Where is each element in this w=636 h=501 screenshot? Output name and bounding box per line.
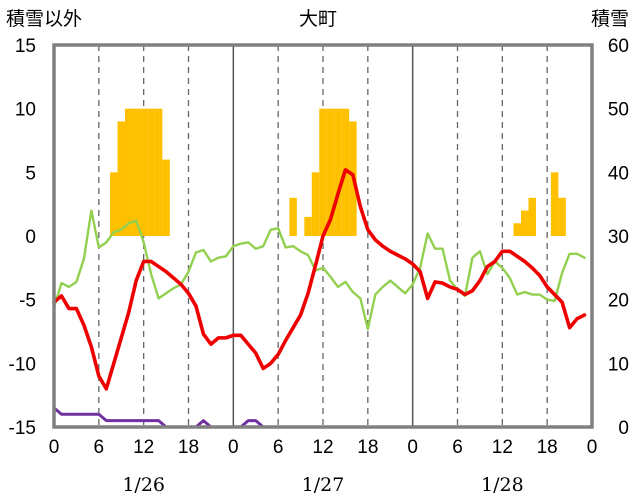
x-tick-label: 6 — [273, 437, 284, 458]
precip-bar — [139, 108, 148, 236]
right-tick-label: 50 — [608, 100, 629, 121]
precip-bar — [326, 108, 335, 236]
date-label: 1/26 — [122, 474, 165, 496]
precip-bar — [147, 108, 155, 236]
left-tick-label: -10 — [9, 354, 36, 375]
precip-bar — [550, 172, 559, 236]
left-axis-label: 積雪以外 — [6, 8, 82, 30]
precip-bar — [110, 172, 118, 236]
right-tick-label: 40 — [608, 163, 629, 184]
x-tick-label: 6 — [452, 437, 463, 458]
precip-bar — [304, 216, 312, 236]
right-tick-label: 30 — [608, 227, 629, 248]
right-tick-label: 60 — [608, 36, 629, 57]
x-tick-label: 6 — [94, 437, 105, 458]
precip-bar — [154, 108, 163, 236]
precip-bar — [162, 159, 170, 236]
precip-bar — [513, 223, 522, 236]
precip-bar — [289, 197, 297, 236]
x-tick-label: 0 — [49, 437, 60, 458]
x-tick-label: 18 — [537, 437, 558, 458]
date-label: 1/27 — [302, 474, 345, 496]
date-labels: 1/26 1/27 1/28 — [122, 474, 523, 496]
precip-bar — [311, 172, 320, 236]
left-tick-label: 5 — [25, 163, 36, 184]
right-tick-label: 0 — [618, 418, 629, 439]
right-axis-label: 積雪 — [591, 8, 629, 30]
left-axis-ticks: 15 10 5 0 -5 -10 -15 — [9, 36, 36, 439]
plot-frame — [52, 43, 594, 429]
precip-bar — [117, 121, 125, 236]
left-tick-label: 15 — [15, 36, 36, 57]
x-tick-label: 0 — [228, 437, 239, 458]
precip-bar — [319, 108, 327, 236]
precip-bar — [124, 108, 133, 236]
right-axis-ticks: 60 50 40 30 20 10 0 — [608, 36, 629, 439]
left-tick-label: -5 — [19, 291, 36, 312]
precipitation-bars — [110, 108, 566, 236]
precip-bar — [334, 108, 342, 236]
chart-title: 大町 — [299, 8, 337, 30]
left-tick-label: 0 — [25, 227, 36, 248]
x-tick-label: 0 — [587, 437, 598, 458]
x-tick-label: 18 — [178, 437, 199, 458]
date-label: 1/28 — [481, 474, 524, 496]
right-tick-label: 10 — [608, 354, 629, 375]
x-tick-label: 12 — [133, 437, 154, 458]
x-axis-ticks: 0 6 12 18 0 6 12 18 0 6 12 18 0 — [49, 437, 598, 458]
precip-bar — [528, 197, 536, 236]
right-tick-label: 20 — [608, 291, 629, 312]
snow-depth-line — [52, 406, 587, 429]
temperature-line — [52, 167, 587, 391]
x-tick-label: 18 — [357, 437, 378, 458]
x-tick-label: 12 — [492, 437, 513, 458]
x-tick-label: 0 — [407, 437, 418, 458]
left-tick-label: -15 — [9, 418, 36, 439]
x-tick-label: 12 — [312, 437, 333, 458]
precip-bar — [558, 197, 566, 236]
left-tick-label: 10 — [15, 100, 36, 121]
precip-bar — [132, 108, 140, 236]
precip-bar — [521, 210, 529, 236]
